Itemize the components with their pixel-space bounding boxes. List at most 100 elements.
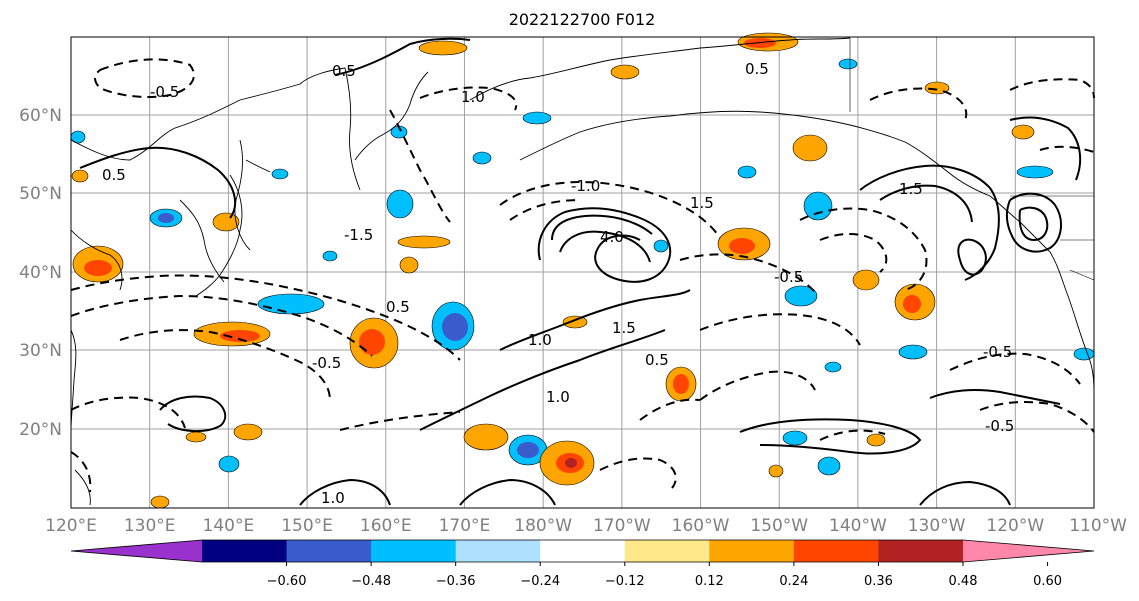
longitude-labels: 120°E 130°E 140°E 150°E 160°E 170°E 180°W 170°W… bbox=[45, 516, 1127, 536]
shade-blob bbox=[653, 239, 669, 253]
shade-blob bbox=[72, 245, 124, 283]
contour-label: -0.5 bbox=[312, 354, 341, 372]
map-frame bbox=[70, 36, 1095, 509]
coastline-kamchatka bbox=[354, 71, 429, 161]
contour-label: 0.5 bbox=[102, 166, 126, 184]
lon-label: 140°E bbox=[203, 516, 255, 536]
shade-blob bbox=[1011, 124, 1035, 140]
shade-blob bbox=[562, 315, 588, 329]
contour-label: 1.0 bbox=[528, 331, 552, 349]
shade-blob bbox=[737, 165, 757, 179]
coastline-alaska bbox=[469, 37, 1021, 223]
positive-contours bbox=[79, 37, 1082, 506]
colorbar-outline bbox=[70, 539, 1095, 563]
map-panel: 0.5 -0.5 1.0 -1.0 1.5 -1.5 4.0 -0.5 0.5 … bbox=[70, 32, 1095, 509]
colorbar: −0.60 −0.48 −0.36 −0.24 −0.12 0.12 0.24 0.36 0.4… bbox=[70, 539, 1095, 589]
shade-blob bbox=[1073, 347, 1095, 361]
shade-blob bbox=[349, 317, 399, 369]
shade-blob bbox=[894, 283, 936, 321]
shade-blob bbox=[768, 464, 784, 478]
shade-blob bbox=[803, 191, 833, 221]
colorbar-segment bbox=[878, 540, 964, 562]
colorbar-segment bbox=[371, 540, 457, 562]
shade-blob bbox=[149, 208, 183, 228]
shade-blob bbox=[610, 64, 640, 80]
shade-blob bbox=[271, 168, 289, 180]
colorbar-tick-label: 0.48 bbox=[949, 574, 978, 589]
latitude-labels: 60°N 50°N 40°N 30°N 20°N bbox=[19, 106, 62, 440]
colorbar-extend-high bbox=[963, 540, 1094, 562]
coastline-na-west bbox=[1019, 221, 1095, 396]
shade-blob bbox=[866, 433, 886, 447]
contour-label: -0.5 bbox=[150, 83, 179, 101]
lon-label: 120°E bbox=[45, 516, 97, 536]
colorbar-segment bbox=[286, 540, 372, 562]
contour-label: 0.5 bbox=[745, 60, 769, 78]
contour-lines bbox=[70, 37, 1095, 506]
contour-label: -0.5 bbox=[983, 343, 1012, 361]
shade-blob bbox=[665, 366, 697, 402]
contour-label: -0.5 bbox=[985, 417, 1014, 435]
shade-blob bbox=[792, 134, 828, 162]
colorbar-tick-label: −0.36 bbox=[436, 574, 476, 589]
contour-label: 1.0 bbox=[461, 88, 485, 106]
shade-blob bbox=[257, 293, 325, 315]
lon-label: 140°W bbox=[829, 516, 887, 536]
colorbar-segment bbox=[540, 540, 626, 562]
lon-label: 160°W bbox=[672, 516, 730, 536]
shade-blob bbox=[212, 212, 240, 232]
colorbar-tick-label: 0.24 bbox=[779, 574, 808, 589]
colorbar-segment bbox=[709, 540, 795, 562]
contour-label: 1.5 bbox=[612, 319, 636, 337]
coastline-japan bbox=[195, 159, 271, 297]
shade-blob bbox=[539, 440, 595, 486]
shade-blob bbox=[1016, 165, 1054, 179]
lon-label: 170°W bbox=[593, 516, 651, 536]
lat-label-30n: 30°N bbox=[19, 341, 62, 361]
lon-label: 130°E bbox=[124, 516, 176, 536]
shade-blob bbox=[399, 256, 419, 274]
colorbar-tick-label: −0.60 bbox=[267, 574, 307, 589]
lon-label: 120°W bbox=[986, 516, 1044, 536]
negative-contours bbox=[70, 58, 1095, 493]
shade-blob bbox=[782, 430, 808, 446]
lat-label-60n: 60°N bbox=[19, 106, 62, 126]
shade-blob bbox=[824, 361, 842, 373]
colorbar-segment bbox=[455, 540, 541, 562]
contour-label: -0.5 bbox=[774, 268, 803, 286]
figure-title: 2022122700 F012 bbox=[509, 10, 656, 29]
shade-blob bbox=[717, 227, 771, 261]
lon-label: 110°W bbox=[1069, 516, 1127, 536]
contour-label: 0.5 bbox=[386, 298, 410, 316]
border-canada-us bbox=[849, 38, 1095, 281]
lon-label: 160°E bbox=[360, 516, 412, 536]
contour-label: 1.5 bbox=[899, 180, 923, 198]
shade-blob bbox=[185, 431, 207, 443]
colorbar-tick-label: 0.36 bbox=[864, 574, 893, 589]
shade-blob bbox=[463, 423, 509, 451]
contour-label: 1.5 bbox=[690, 194, 714, 212]
lat-label-40n: 40°N bbox=[19, 263, 62, 283]
shade-blob bbox=[898, 344, 928, 360]
contour-label: -1.5 bbox=[344, 226, 373, 244]
shade-blob bbox=[386, 189, 414, 219]
colorbar-tick-label: −0.24 bbox=[520, 574, 560, 589]
shade-blob bbox=[817, 456, 841, 476]
lat-label-20n: 20°N bbox=[19, 420, 62, 440]
shade-blob bbox=[218, 455, 240, 473]
colorbar-extend-low bbox=[71, 540, 202, 562]
contour-label: 4.0 bbox=[600, 228, 624, 246]
colorbar-segment bbox=[202, 540, 288, 562]
lon-label: 150°E bbox=[281, 516, 333, 536]
colorbar-tick-label: 0.60 bbox=[1033, 574, 1062, 589]
shade-blob bbox=[233, 423, 263, 441]
anomaly-shading bbox=[70, 32, 1095, 509]
lon-label: 130°W bbox=[908, 516, 966, 536]
colorbar-tick-label: 0.12 bbox=[695, 574, 724, 589]
lon-label: 180°W bbox=[514, 516, 572, 536]
contour-label: -1.0 bbox=[571, 177, 600, 195]
colorbar-tick-label: −0.12 bbox=[605, 574, 645, 589]
lat-label-50n: 50°N bbox=[19, 184, 62, 204]
shade-blob bbox=[522, 111, 552, 125]
